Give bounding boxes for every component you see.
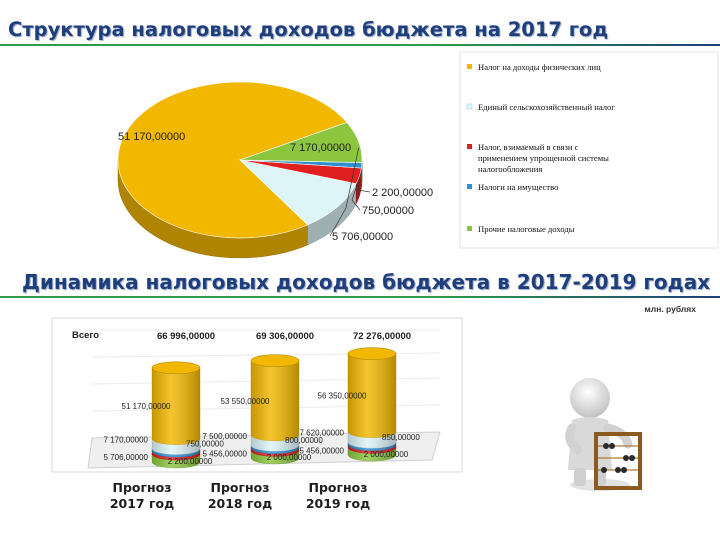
category-label-3: Прогноз (308, 480, 367, 495)
bar-total-label-3: 72 276,00000 (353, 331, 411, 342)
bar-total-label-2: 69 306,00000 (256, 331, 314, 342)
bar-cap-2 (250, 354, 300, 368)
legend-box (459, 51, 719, 249)
category-labels: Прогноз 2017 год Прогноз 2018 год Прогно… (110, 480, 370, 511)
pie-chart: 51 170,00000 7 170,00000 2 200,00000 750,00… (117, 81, 433, 259)
bar-label-3-4: 7 620,00000 (300, 429, 345, 438)
bar-segment-shading (251, 360, 299, 441)
title-underline (0, 44, 720, 46)
pie-data-label-4: 750,00000 (362, 205, 414, 217)
pie-leader-line (329, 147, 359, 237)
figure-head (570, 378, 610, 418)
pie-slice-1 (117, 81, 348, 239)
bar-cap-1 (151, 361, 201, 375)
legend-label-4: Налоги на имущество (478, 182, 558, 192)
legend-label-1: Налог на доходы физических лиц (478, 62, 601, 72)
legend-swatch-2 (466, 103, 473, 110)
legend-swatch-4 (467, 184, 472, 189)
bar-label-1-5: 51 170,00000 (122, 402, 171, 411)
abacus-icon (594, 432, 642, 490)
bar-chart: 66 996,00000 51 170,00000 7 170,00000 750,0… (104, 331, 420, 469)
bar-label-3-3: 850,00000 (382, 433, 420, 442)
bar-label-2-4: 7 500,00000 (203, 432, 248, 441)
bar-cap-3 (347, 347, 397, 360)
legend-label-5: Прочие налоговые доходы (478, 224, 575, 234)
category-label-2: Прогноз (210, 480, 269, 495)
pie-leader-line (357, 181, 371, 193)
legend-swatch-5 (467, 226, 472, 231)
category-label-1: Прогноз (112, 480, 171, 495)
legend-label-3: Налог, взимаемый в связи с применением уп… (478, 142, 609, 174)
figure-body (568, 417, 612, 470)
bar-label-2-2: 2 000,00000 (267, 453, 312, 462)
bar-label-1-1: 5 706,00000 (104, 453, 149, 462)
bar-label-3-2: 2 000,00000 (364, 450, 409, 459)
bar-label-2-1: 5 456,00000 (203, 449, 248, 458)
bar-label-3-5: 56 350,00000 (318, 392, 367, 401)
pie-data-label-2: 7 170,00000 (290, 142, 351, 154)
pie-data-label-1: 51 170,00000 (118, 131, 185, 143)
category-label-1-year: 2017 год (110, 496, 174, 511)
legend-swatch-1 (467, 64, 472, 69)
total-label: Всего (72, 330, 99, 341)
pie-title: Структура налоговых доходов бюджета на 2… (8, 18, 609, 41)
pie-data-label-5: 5 706,00000 (332, 231, 393, 243)
pie-leader-line (351, 171, 363, 211)
pie-data-label-3: 2 200,00000 (372, 187, 433, 199)
bar-segment-shading (152, 367, 200, 445)
category-label-3-year: 2019 год (306, 496, 370, 511)
bar-title: Динамика налоговых доходов бюджета в 201… (22, 270, 711, 294)
title-underline (0, 296, 720, 298)
bar-label-1-2: 2 200,00000 (168, 457, 213, 466)
bar-label-1-4: 7 170,00000 (104, 436, 149, 445)
bar-label-1-3: 750,00000 (186, 440, 224, 449)
legend-swatch-3 (467, 144, 472, 149)
bar-label-3-1: 5 456,00000 (300, 446, 345, 455)
bar-segment-shading (348, 353, 396, 438)
pie-legend: Налог на доходы физических лиц Единый сел… (466, 62, 615, 234)
bar-label-2-5: 53 550,00000 (221, 397, 270, 406)
figure-with-abacus-illustration (555, 360, 705, 510)
pie-slice-2 (239, 159, 357, 226)
bar-label-2-3: 800,00000 (285, 436, 323, 445)
pie-slice-5 (239, 122, 363, 163)
category-label-2-year: 2018 год (208, 496, 272, 511)
units-label: млн. рублях (645, 304, 697, 314)
legend-label-2: Единый сельскохозяйственный налог (478, 102, 615, 112)
bar-total-label-1: 66 996,00000 (157, 331, 215, 342)
